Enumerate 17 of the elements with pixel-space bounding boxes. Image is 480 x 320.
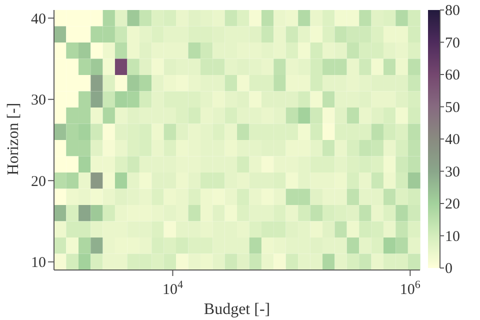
color-bar-label: 20: [445, 196, 460, 212]
y-tick-label: 20: [31, 174, 46, 190]
color-bar-label: 30: [445, 164, 460, 180]
color-bar-label: 70: [445, 35, 460, 52]
x-axis-title: Budget [-]: [204, 301, 270, 318]
x-tick-label: 10$^{4}$: [162, 279, 184, 298]
color-bar-label: 80: [445, 3, 460, 19]
x-tick-label: 10$^{6}$: [400, 279, 421, 298]
y-tick-label: 40: [31, 11, 46, 28]
color-bar-label: 60: [445, 68, 460, 84]
y-axis-title: Horizon [-]: [5, 102, 22, 176]
color-bar-label: 50: [445, 100, 460, 116]
y-tick-label: 30: [31, 92, 46, 109]
color-bar-label: 10: [445, 228, 460, 245]
color-bar-label: 40: [445, 132, 460, 148]
color-bar-label: 0: [445, 261, 452, 277]
y-tick-label: 10: [31, 255, 46, 272]
